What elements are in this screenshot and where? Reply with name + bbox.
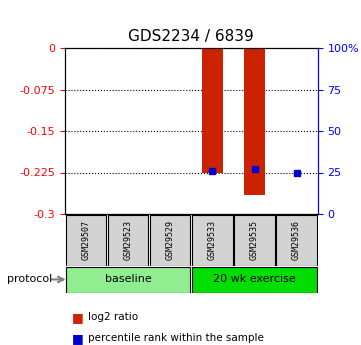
Text: baseline: baseline (105, 275, 152, 284)
Text: GSM29533: GSM29533 (208, 220, 217, 260)
Bar (244, 48, 265, 195)
FancyBboxPatch shape (192, 267, 317, 293)
Text: GSM29535: GSM29535 (250, 220, 259, 260)
Text: 20 wk exercise: 20 wk exercise (213, 275, 296, 284)
Text: percentile rank within the sample: percentile rank within the sample (88, 333, 264, 343)
Text: GSM29507: GSM29507 (82, 220, 91, 260)
FancyBboxPatch shape (192, 215, 232, 266)
FancyBboxPatch shape (66, 267, 191, 293)
Text: GSM29536: GSM29536 (292, 220, 301, 260)
FancyBboxPatch shape (108, 215, 148, 266)
Bar (202, 48, 223, 172)
FancyBboxPatch shape (277, 215, 317, 266)
Text: protocol: protocol (7, 275, 52, 284)
Text: ■: ■ (72, 332, 84, 345)
Text: GSM29529: GSM29529 (166, 220, 175, 260)
Text: ■: ■ (72, 311, 84, 324)
FancyBboxPatch shape (234, 215, 275, 266)
Text: log2 ratio: log2 ratio (88, 313, 139, 322)
FancyBboxPatch shape (150, 215, 191, 266)
Text: GSM29523: GSM29523 (124, 220, 132, 260)
Title: GDS2234 / 6839: GDS2234 / 6839 (129, 29, 254, 45)
FancyBboxPatch shape (66, 215, 106, 266)
